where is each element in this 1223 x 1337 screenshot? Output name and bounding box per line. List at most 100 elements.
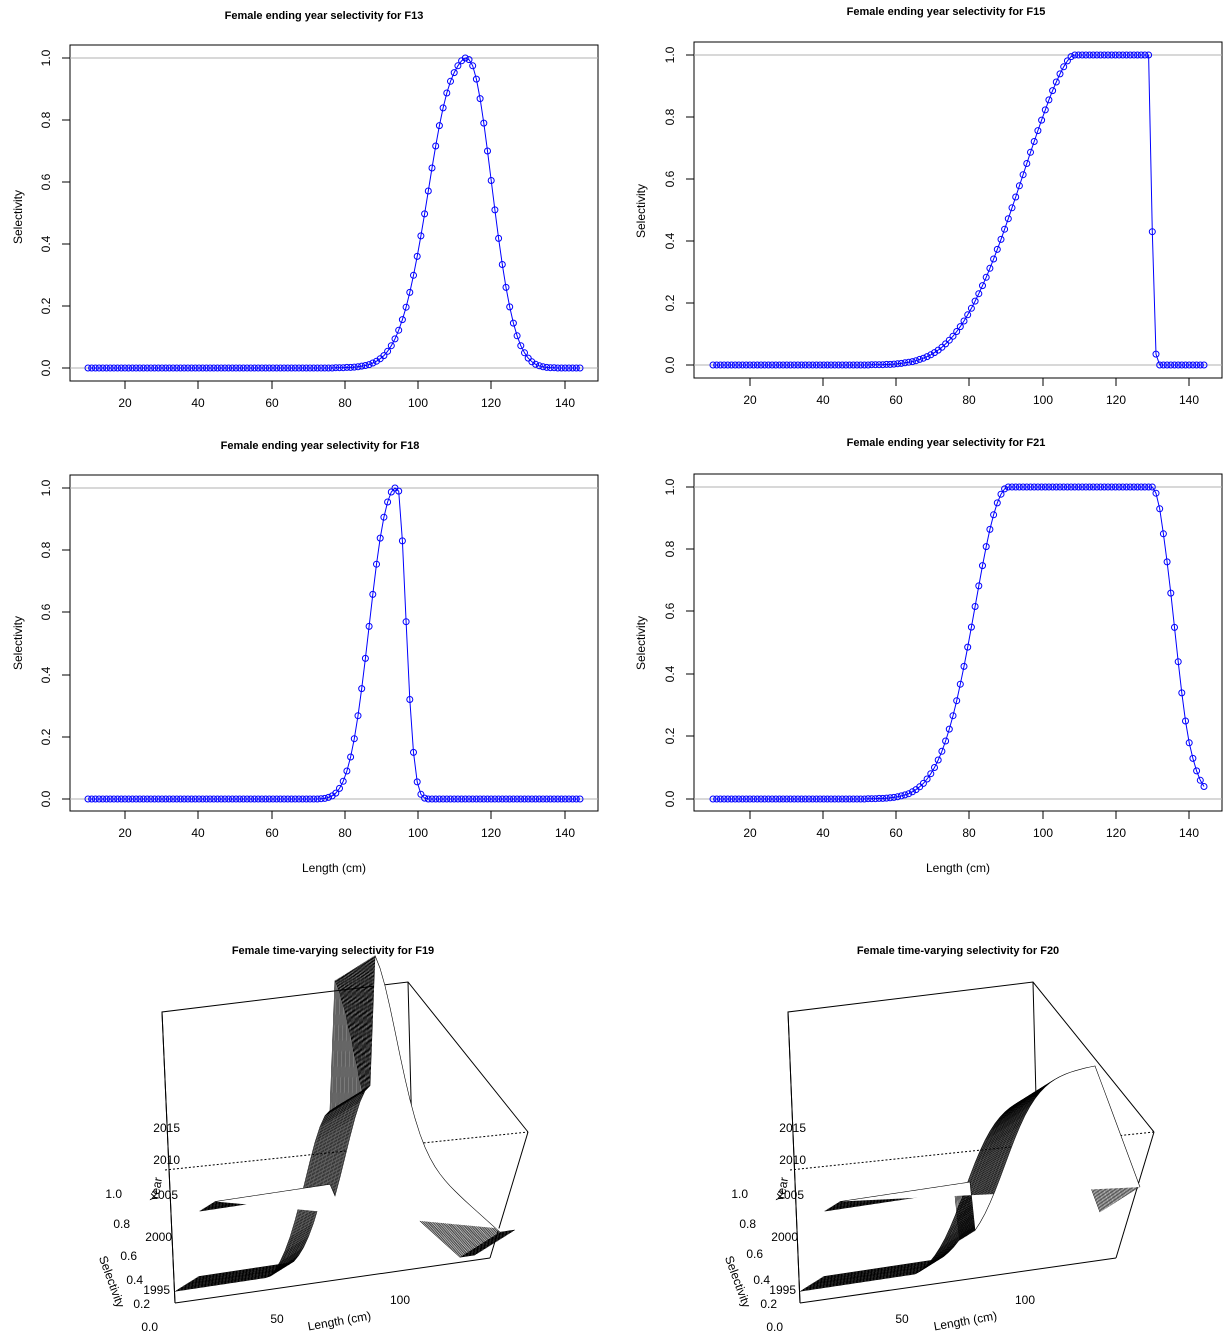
- data-point: [964, 311, 972, 319]
- data-point: [1189, 361, 1197, 369]
- data-point: [949, 712, 957, 720]
- data-point: [1041, 483, 1049, 491]
- x-tick-label: 20: [118, 826, 132, 840]
- length-tick-label: 100: [390, 1293, 410, 1307]
- data-point: [435, 122, 443, 130]
- data-point: [1141, 483, 1149, 491]
- data-point: [849, 795, 857, 803]
- data-point: [550, 364, 558, 372]
- data-point: [979, 282, 986, 290]
- x-tick: 100: [408, 811, 428, 840]
- data-point: [1004, 483, 1012, 491]
- data-point: [1030, 483, 1038, 491]
- data-point: [147, 364, 155, 372]
- x-tick: 100: [1033, 811, 1053, 840]
- data-point: [1189, 754, 1197, 762]
- data-point: [1001, 225, 1009, 233]
- data-point: [288, 795, 295, 803]
- data-point: [1023, 160, 1031, 167]
- data-point: [787, 361, 794, 369]
- data-point: [435, 795, 443, 803]
- x-tick: 100: [1033, 378, 1053, 407]
- data-point: [273, 364, 281, 372]
- data-point: [243, 364, 251, 372]
- data-point: [184, 795, 192, 803]
- year-axis-label: Year: [773, 1176, 791, 1202]
- x-axis: 20 40 60 80 100 120 140: [743, 811, 1199, 840]
- data-point: [299, 795, 307, 803]
- surface-box: [161, 981, 529, 1304]
- data-point: [1108, 51, 1116, 59]
- data-point: [801, 795, 809, 803]
- data-point: [1193, 361, 1201, 369]
- data-point: [121, 364, 129, 372]
- data-point: [484, 795, 491, 803]
- y-tick: 1.0: [39, 479, 70, 496]
- data-point: [310, 364, 318, 372]
- data-point: [1093, 483, 1101, 491]
- data-point: [543, 363, 551, 371]
- data-point: [956, 680, 964, 688]
- data-point: [753, 361, 761, 369]
- data-point: [369, 359, 377, 367]
- x-tick-label: 140: [555, 396, 575, 410]
- data-point: [783, 361, 791, 369]
- data-point: [997, 235, 1005, 243]
- data-point: [140, 795, 147, 803]
- data-point: [735, 361, 743, 369]
- data-point: [151, 364, 159, 372]
- y-axis: 0.0 0.2 0.4 0.6 0.8 1.0: [39, 49, 70, 376]
- data-point: [254, 364, 262, 372]
- data-point: [572, 364, 580, 372]
- data-point: [173, 795, 181, 803]
- y-tick-label: 1.0: [39, 49, 53, 66]
- data-point: [864, 361, 872, 369]
- data-point: [1034, 483, 1042, 491]
- data-point: [776, 361, 783, 369]
- x-tick: 140: [1179, 811, 1199, 840]
- data-point: [539, 363, 547, 371]
- data-point: [325, 793, 332, 801]
- y-tick: 0.2: [663, 727, 694, 744]
- data-point: [103, 364, 110, 372]
- y-tick-label: 0.6: [39, 603, 53, 620]
- data-point: [513, 332, 521, 340]
- surface-line: [214, 955, 516, 1233]
- data-point: [450, 69, 458, 77]
- data-point: [506, 795, 514, 803]
- data-point: [746, 795, 754, 803]
- data-point: [321, 794, 329, 802]
- data-point: [343, 363, 351, 371]
- data-point: [956, 323, 964, 331]
- y-tick: 0.0: [39, 359, 70, 376]
- data-point: [739, 361, 746, 369]
- data-point: [1185, 361, 1193, 369]
- data-point: [1104, 51, 1112, 59]
- data-point: [790, 795, 798, 803]
- length-axis: 50 100 Length (cm): [895, 1293, 1035, 1334]
- panel-title: Female ending year selectivity for F21: [847, 437, 1046, 449]
- data-point: [258, 795, 266, 803]
- data-point: [1159, 530, 1167, 538]
- data-point: [439, 104, 447, 112]
- x-tick: 60: [889, 378, 903, 407]
- x-axis: 20 40 60 80 100 120 140: [118, 811, 575, 840]
- data-point: [1126, 483, 1134, 491]
- panel-title: Female time-varying selectivity for F20: [857, 945, 1059, 957]
- data-point: [709, 361, 717, 369]
- data-point: [1012, 193, 1020, 201]
- data-point: [761, 795, 769, 803]
- data-point: [398, 537, 406, 545]
- y-tick: 0.6: [663, 602, 694, 619]
- data-point: [823, 795, 831, 803]
- y-tick-label: 0.0: [663, 790, 677, 807]
- data-point: [498, 795, 506, 803]
- z-tick-label: 0.2: [133, 1297, 150, 1311]
- data-point: [273, 795, 281, 803]
- data-point: [1097, 51, 1105, 59]
- data-point: [110, 795, 118, 803]
- x-tick-label: 120: [1106, 393, 1126, 407]
- data-point: [91, 364, 99, 372]
- data-point: [180, 364, 188, 372]
